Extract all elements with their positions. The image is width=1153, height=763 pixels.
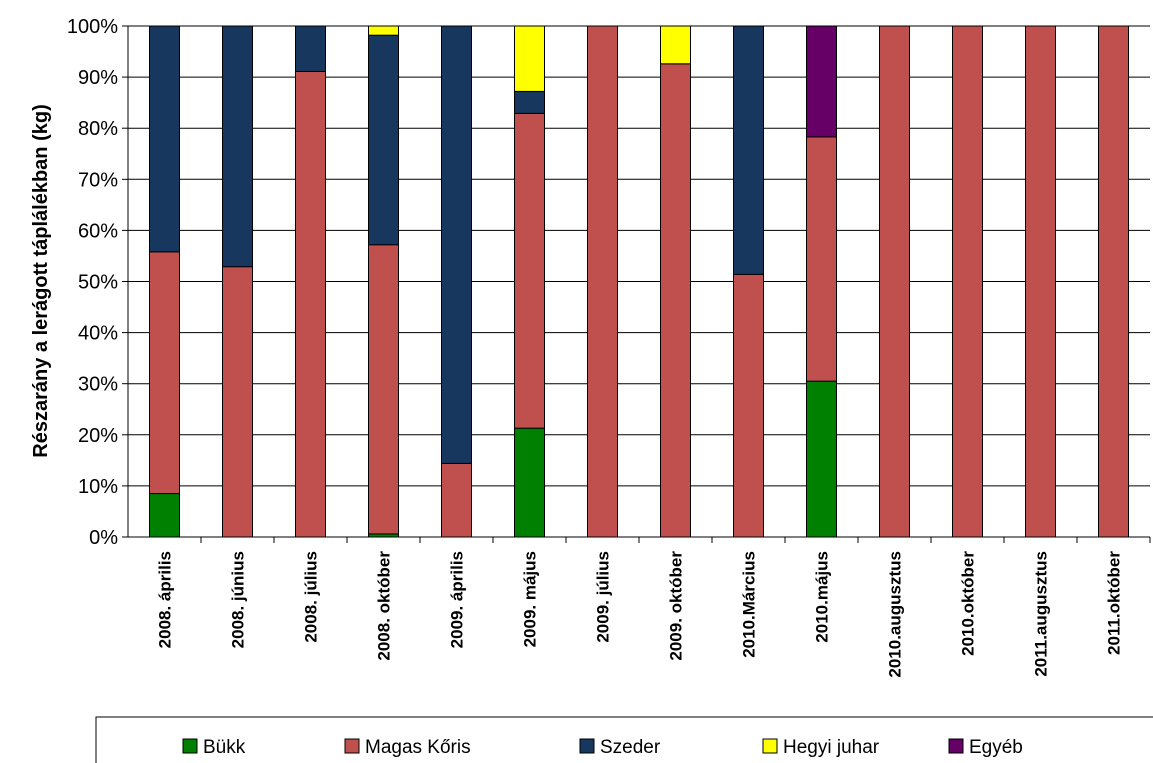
y-tick-label: 30% xyxy=(78,374,118,396)
gridlines xyxy=(122,25,1150,538)
x-tick-label: 2011.október xyxy=(1105,551,1124,655)
bar-segment xyxy=(295,70,326,538)
x-tick-label: 2009. május xyxy=(521,551,540,647)
x-tick-label: 2009. október xyxy=(667,551,686,661)
legend: Bükk Magas Kőris Szeder Hegyi juhar Egyéb xyxy=(95,716,1153,763)
x-tick-label: 2010.Március xyxy=(740,551,759,658)
y-tick-label: 100% xyxy=(67,16,118,38)
legend-swatch xyxy=(344,738,360,754)
y-tick-label: 70% xyxy=(78,169,118,191)
x-tick-label: 2008. október xyxy=(375,551,394,661)
bar-segment xyxy=(149,25,180,253)
x-tick-label: 2008. július xyxy=(302,551,321,643)
legend-label: Egyéb xyxy=(969,737,1023,758)
legend-label: Magas Kőris xyxy=(365,737,471,758)
legend-swatch xyxy=(182,738,198,754)
y-tick-label: 40% xyxy=(78,323,118,345)
bar-segment xyxy=(514,112,545,429)
x-tick-labels: 2008. április 2008. június 2008. július 200… xyxy=(156,551,1124,678)
bar-segment xyxy=(222,266,253,538)
bar-segment xyxy=(806,136,837,382)
bar-segment xyxy=(441,25,472,464)
bar-segment xyxy=(1098,25,1129,538)
x-tick-label: 2010.október xyxy=(959,551,978,656)
bar-segment xyxy=(514,25,545,92)
x-tick-label: 2009. április xyxy=(448,551,467,648)
legend-label: Bükk xyxy=(203,737,246,758)
bar-segment xyxy=(806,380,837,538)
bar-segment xyxy=(295,25,326,72)
bar-segment xyxy=(441,462,472,538)
x-tick-label: 2010.május xyxy=(813,551,832,643)
axes xyxy=(127,26,1151,543)
bar-segment xyxy=(660,63,691,538)
legend-label: Hegyi juhar xyxy=(783,737,880,758)
legend-label: Szeder xyxy=(600,737,661,758)
y-tick-labels: 0% 10% 20% 30% 40% 50% 60% 70% 80% 90% 100% xyxy=(67,16,118,549)
bars xyxy=(149,25,1129,538)
bar-segment xyxy=(368,244,399,535)
bar-segment xyxy=(368,34,399,246)
bar-segment xyxy=(149,493,180,538)
x-tick-label: 2009. július xyxy=(594,551,613,643)
legend-swatch xyxy=(762,738,778,754)
x-tick-label: 2010.augusztus xyxy=(886,551,905,678)
y-tick-label: 10% xyxy=(78,476,118,498)
bar-segment xyxy=(733,273,764,538)
bar-segment xyxy=(514,90,545,114)
bar-segment xyxy=(1025,25,1056,538)
y-axis-label: Részarány a lerágott táplálékban (kg) xyxy=(30,104,52,457)
bar-segment xyxy=(733,25,764,275)
bar-segment xyxy=(660,25,691,65)
bar-segment xyxy=(587,25,618,538)
y-tick-label: 20% xyxy=(78,425,118,447)
bar-segment xyxy=(952,25,983,538)
y-tick-label: 90% xyxy=(78,67,118,89)
bar-segment xyxy=(222,25,253,268)
legend-swatch xyxy=(948,738,964,754)
bar-segment xyxy=(368,25,399,36)
x-tick-label: 2008. április xyxy=(156,551,175,648)
x-tick-label: 2011.augusztus xyxy=(1032,551,1051,677)
x-tick-label: 2008. június xyxy=(229,551,248,648)
legend-swatch xyxy=(579,738,595,754)
bar-segment xyxy=(514,427,545,538)
y-tick-label: 80% xyxy=(78,118,118,140)
bar-segment xyxy=(806,25,837,138)
bar-segment xyxy=(149,251,180,495)
bar-segment xyxy=(879,25,910,538)
legend-box xyxy=(95,716,1153,763)
y-tick-label: 50% xyxy=(78,272,118,294)
y-tick-label: 60% xyxy=(78,220,118,242)
y-tick-label: 0% xyxy=(89,527,118,549)
